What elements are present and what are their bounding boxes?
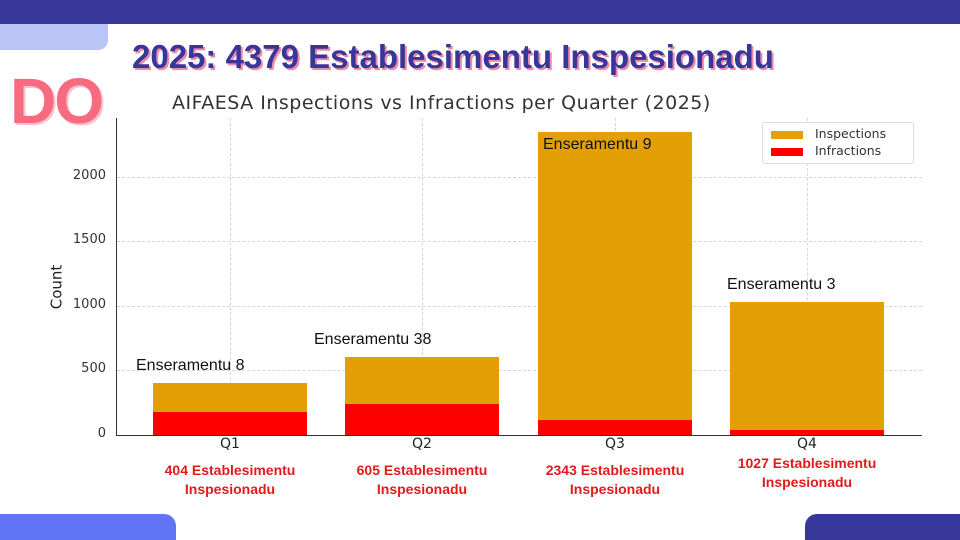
x-axis-line <box>116 435 922 436</box>
gridline-horizontal <box>117 305 922 307</box>
legend-label: Inspections <box>815 126 887 141</box>
chart-legend: Inspections Infractions <box>762 122 914 164</box>
bar-annotation: Enseramentu 38 <box>314 330 432 348</box>
quarter-note-q1: 404 Establesimentu Inspesionadu <box>164 462 296 497</box>
bar-inspections-q4 <box>730 302 884 435</box>
bar-infractions-q1 <box>153 412 307 435</box>
bar-annotation: Enseramentu 9 <box>543 136 652 154</box>
chart-title: AIFAESA Inspections vs Infractions per Q… <box>172 92 711 114</box>
legend-item-inspections: Inspections <box>771 126 886 141</box>
bar-annotation: Enseramentu 8 <box>136 356 245 374</box>
bar-inspections-q3 <box>538 132 692 435</box>
y-tick-label: 1000 <box>72 296 106 312</box>
y-tick-label: 500 <box>81 361 106 377</box>
gridline-vertical <box>422 118 423 435</box>
legend-swatch-infractions <box>771 147 803 156</box>
corner-logo-text: DO <box>10 65 104 137</box>
bottom-right-accent <box>805 514 960 540</box>
bar-annotation: Enseramentu 3 <box>727 276 836 294</box>
bar-infractions-q2 <box>345 404 499 435</box>
bar-infractions-q4 <box>730 429 884 435</box>
legend-item-infractions: Infractions <box>771 143 881 158</box>
x-tick-label: Q3 <box>605 436 625 452</box>
x-tick-label: Q1 <box>220 436 240 452</box>
y-tick-label: 1500 <box>72 232 106 248</box>
slide-title: 2025: 4379 Establesimentu Inspesionadu <box>132 38 774 75</box>
legend-swatch-inspections <box>771 130 803 139</box>
gridline-vertical <box>230 118 231 435</box>
gridline-horizontal <box>117 176 922 178</box>
bar-infractions-q3 <box>538 420 692 435</box>
y-axis-line <box>116 118 117 436</box>
chart-plot-area: Enseramentu 8 Q1 Enseramentu 38 Q2 Enseramen… <box>116 118 922 452</box>
gridline-horizontal <box>117 370 922 372</box>
bottom-left-accent <box>0 514 176 540</box>
top-banner <box>0 0 960 24</box>
x-tick-label: Q4 <box>797 436 817 452</box>
gridline-vertical <box>807 118 808 435</box>
quarter-note-q2: 605 Establesimentu Inspesionadu <box>356 462 488 497</box>
y-tick-label: 0 <box>97 426 106 441</box>
gridline-horizontal <box>117 241 922 243</box>
x-tick-label: Q2 <box>412 436 432 452</box>
y-tick-label: 2000 <box>72 167 106 183</box>
quarter-note-q3: 2343 Establesimentu Inspesionadu <box>545 462 685 497</box>
quarter-note-q4: 1027 Establesimentu Inspesionadu <box>737 455 877 490</box>
legend-label: Infractions <box>815 143 882 158</box>
top-left-accent-tab <box>0 24 108 50</box>
